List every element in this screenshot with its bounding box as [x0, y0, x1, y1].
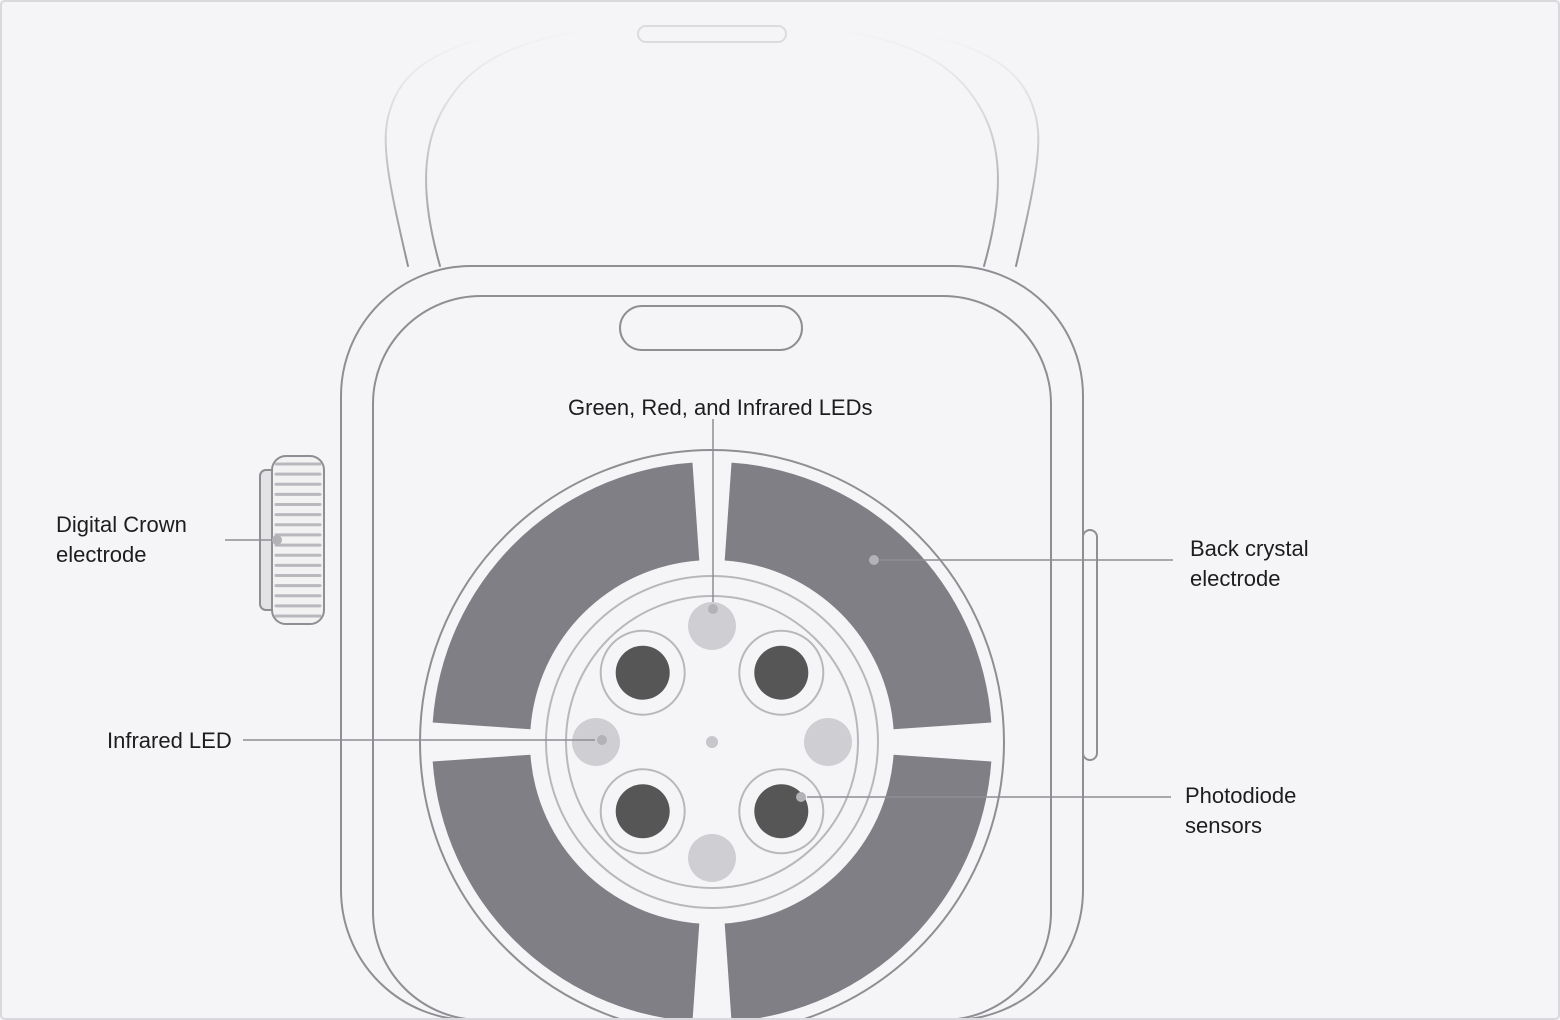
- label-back-crystal: Back crystal electrode: [1190, 534, 1309, 593]
- diagram-frame: Digital Crown electrode Infrared LED Gre…: [0, 0, 1560, 1020]
- diagram-svg: [0, 0, 1560, 1020]
- label-digital-crown: Digital Crown electrode: [56, 510, 187, 569]
- label-gri-leds: Green, Red, and Infrared LEDs: [568, 393, 873, 423]
- label-infrared-led: Infrared LED: [107, 726, 232, 756]
- label-photodiode: Photodiode sensors: [1185, 781, 1296, 840]
